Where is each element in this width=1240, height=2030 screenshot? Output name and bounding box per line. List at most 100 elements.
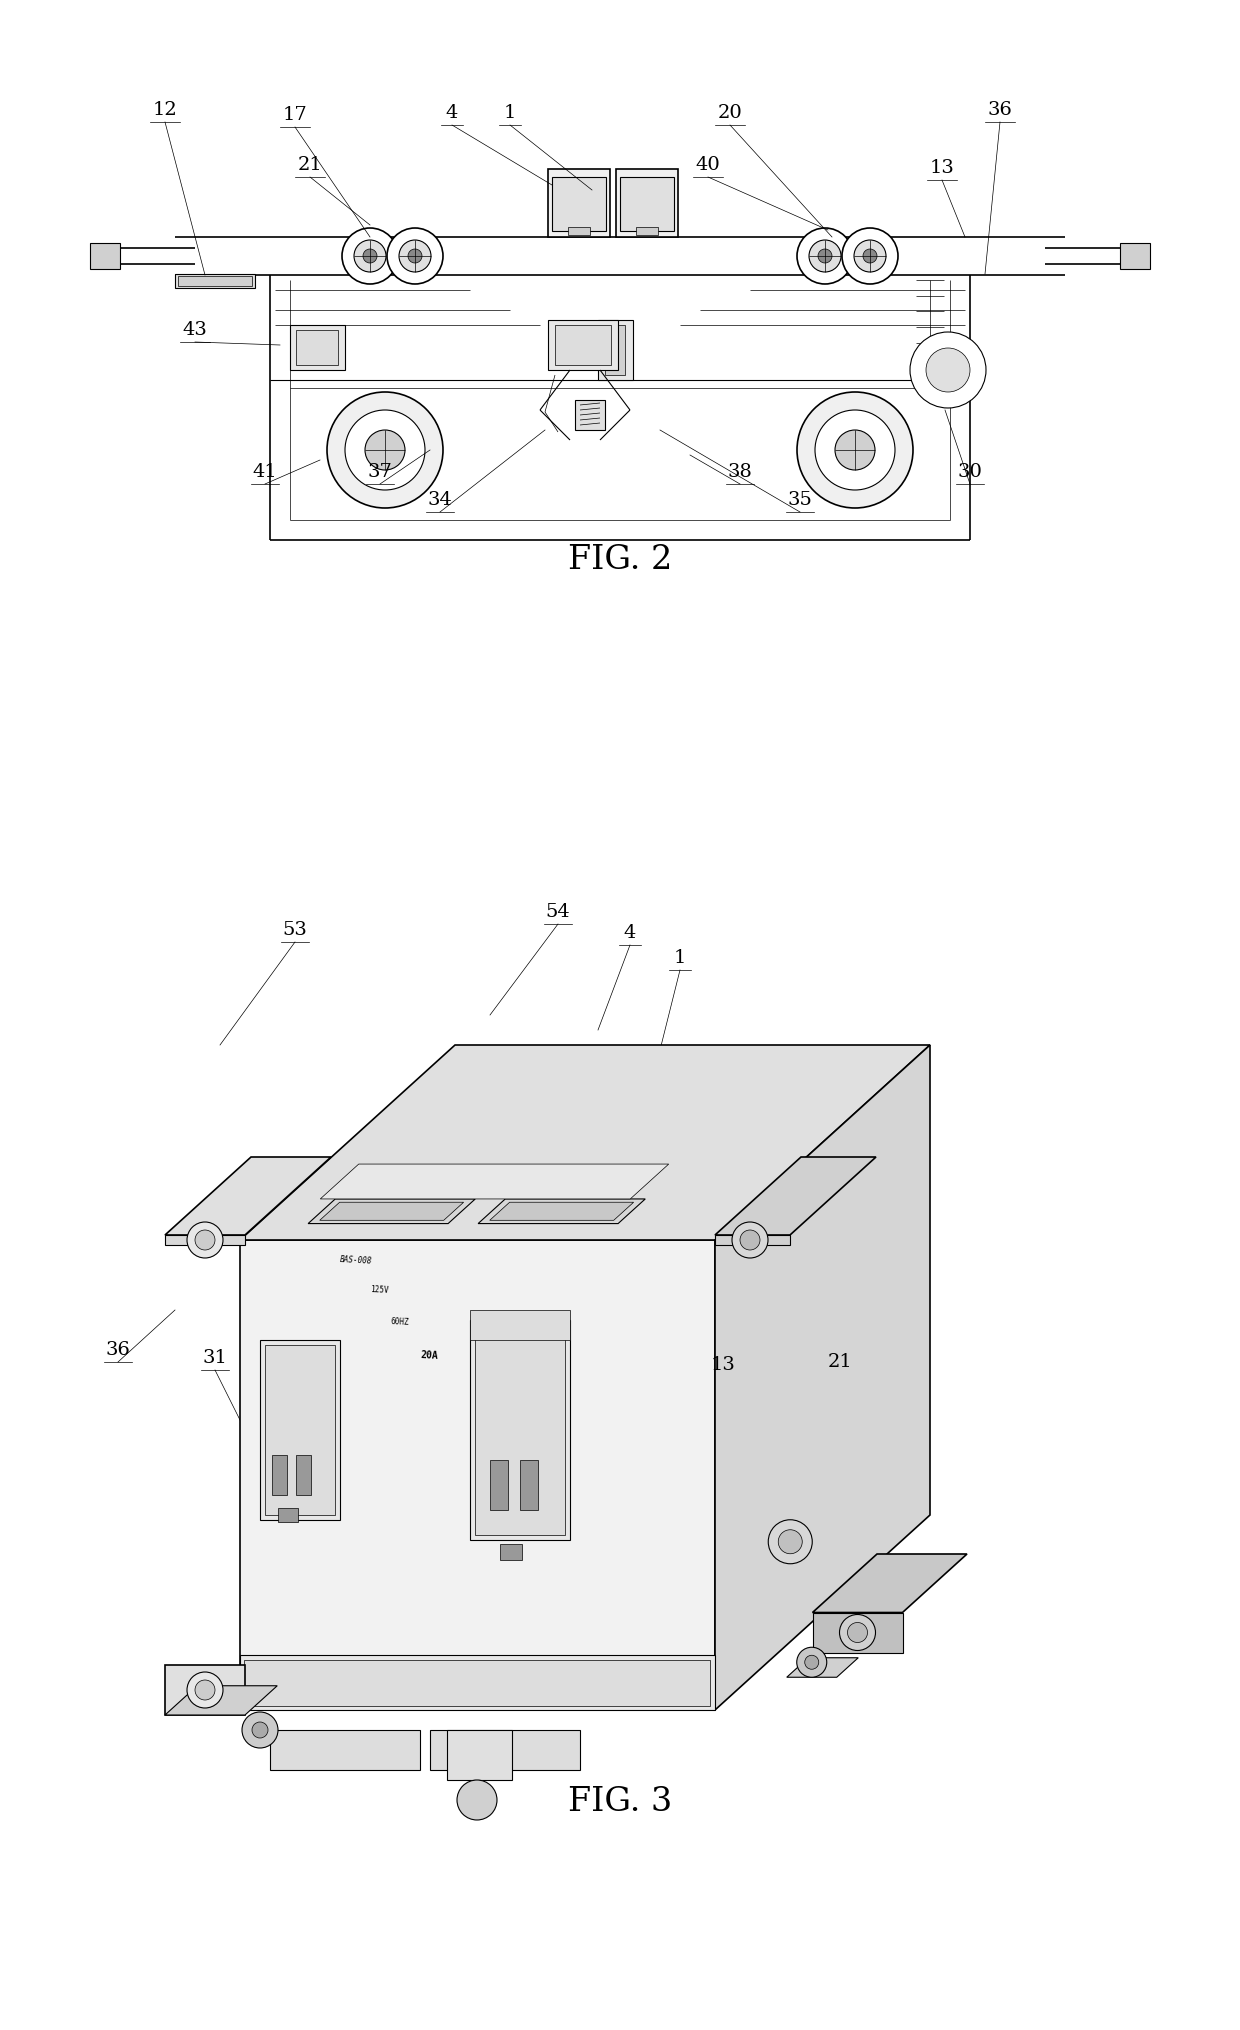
Text: BAS-008: BAS-008: [340, 1255, 373, 1265]
Circle shape: [387, 227, 443, 284]
Circle shape: [187, 1673, 223, 1707]
Bar: [475, 1326, 565, 1535]
Circle shape: [863, 250, 877, 264]
Circle shape: [195, 1230, 215, 1250]
Text: FIG. 3: FIG. 3: [568, 1786, 672, 1819]
Circle shape: [797, 392, 913, 508]
Bar: [270, 1730, 420, 1770]
Circle shape: [926, 347, 970, 392]
Circle shape: [740, 1230, 760, 1250]
Bar: [91, 244, 120, 270]
Bar: [605, 325, 625, 376]
Polygon shape: [241, 1240, 715, 1709]
Text: 38: 38: [728, 463, 753, 481]
Text: 1: 1: [503, 104, 516, 122]
Bar: [620, 177, 675, 231]
Bar: [575, 400, 605, 430]
Text: 20: 20: [718, 104, 743, 122]
Circle shape: [854, 240, 887, 272]
Text: 53: 53: [283, 922, 308, 940]
Bar: [636, 227, 658, 235]
Bar: [265, 1346, 335, 1514]
Text: 13: 13: [711, 1356, 735, 1374]
Circle shape: [242, 1711, 278, 1748]
Circle shape: [797, 227, 853, 284]
Polygon shape: [715, 1045, 930, 1709]
Bar: [430, 1730, 580, 1770]
Bar: [548, 168, 610, 238]
Circle shape: [327, 392, 443, 508]
Circle shape: [818, 250, 832, 264]
Circle shape: [363, 250, 377, 264]
Circle shape: [835, 430, 875, 471]
Text: 12: 12: [153, 102, 177, 120]
Circle shape: [187, 1222, 223, 1259]
Circle shape: [732, 1222, 768, 1259]
Polygon shape: [165, 1234, 246, 1244]
Text: 54: 54: [546, 903, 570, 922]
Text: 1: 1: [673, 948, 686, 966]
Bar: [290, 325, 345, 369]
Text: 30: 30: [957, 463, 982, 481]
Circle shape: [779, 1531, 802, 1553]
Bar: [490, 1460, 508, 1510]
Polygon shape: [812, 1555, 967, 1612]
Polygon shape: [715, 1234, 790, 1244]
Bar: [260, 1340, 340, 1520]
Bar: [244, 1661, 711, 1705]
Text: 41: 41: [253, 463, 278, 481]
Polygon shape: [165, 1685, 278, 1715]
Polygon shape: [490, 1202, 634, 1220]
Text: 37: 37: [367, 463, 392, 481]
Polygon shape: [165, 1157, 331, 1234]
Circle shape: [842, 227, 898, 284]
Circle shape: [353, 240, 386, 272]
Text: 21: 21: [298, 156, 322, 175]
Circle shape: [342, 227, 398, 284]
Bar: [568, 227, 590, 235]
Circle shape: [399, 240, 432, 272]
Circle shape: [805, 1654, 818, 1669]
Polygon shape: [320, 1202, 464, 1220]
Circle shape: [839, 1614, 875, 1650]
Polygon shape: [812, 1612, 903, 1652]
Bar: [296, 1456, 311, 1494]
Text: 36: 36: [105, 1342, 130, 1358]
Text: FIG. 2: FIG. 2: [568, 544, 672, 577]
Polygon shape: [715, 1157, 875, 1234]
Text: 17: 17: [283, 106, 308, 124]
Text: 34: 34: [428, 491, 453, 510]
Bar: [179, 276, 252, 286]
Polygon shape: [320, 1163, 668, 1200]
Bar: [552, 177, 606, 231]
Circle shape: [847, 1622, 868, 1642]
Bar: [470, 1309, 570, 1340]
Circle shape: [769, 1520, 812, 1563]
Bar: [1120, 244, 1149, 270]
Text: 43: 43: [182, 321, 207, 339]
Polygon shape: [165, 1665, 246, 1715]
Bar: [556, 325, 611, 365]
Circle shape: [195, 1681, 215, 1699]
Bar: [616, 168, 678, 238]
Bar: [296, 331, 339, 365]
Circle shape: [808, 240, 841, 272]
Polygon shape: [345, 1183, 403, 1192]
Text: 4: 4: [446, 104, 459, 122]
Bar: [500, 1545, 522, 1559]
Text: 21: 21: [827, 1354, 852, 1370]
Bar: [598, 321, 632, 380]
Text: 60HZ: 60HZ: [391, 1317, 409, 1328]
Bar: [175, 274, 255, 288]
Text: 35: 35: [787, 491, 812, 510]
Polygon shape: [479, 1200, 645, 1224]
Circle shape: [345, 410, 425, 489]
Bar: [446, 1730, 512, 1780]
Polygon shape: [241, 1045, 930, 1240]
Text: 20A: 20A: [420, 1350, 438, 1360]
Circle shape: [408, 250, 422, 264]
Bar: [278, 1508, 298, 1522]
Bar: [241, 1654, 715, 1709]
Circle shape: [797, 1646, 827, 1677]
Bar: [470, 1320, 570, 1541]
